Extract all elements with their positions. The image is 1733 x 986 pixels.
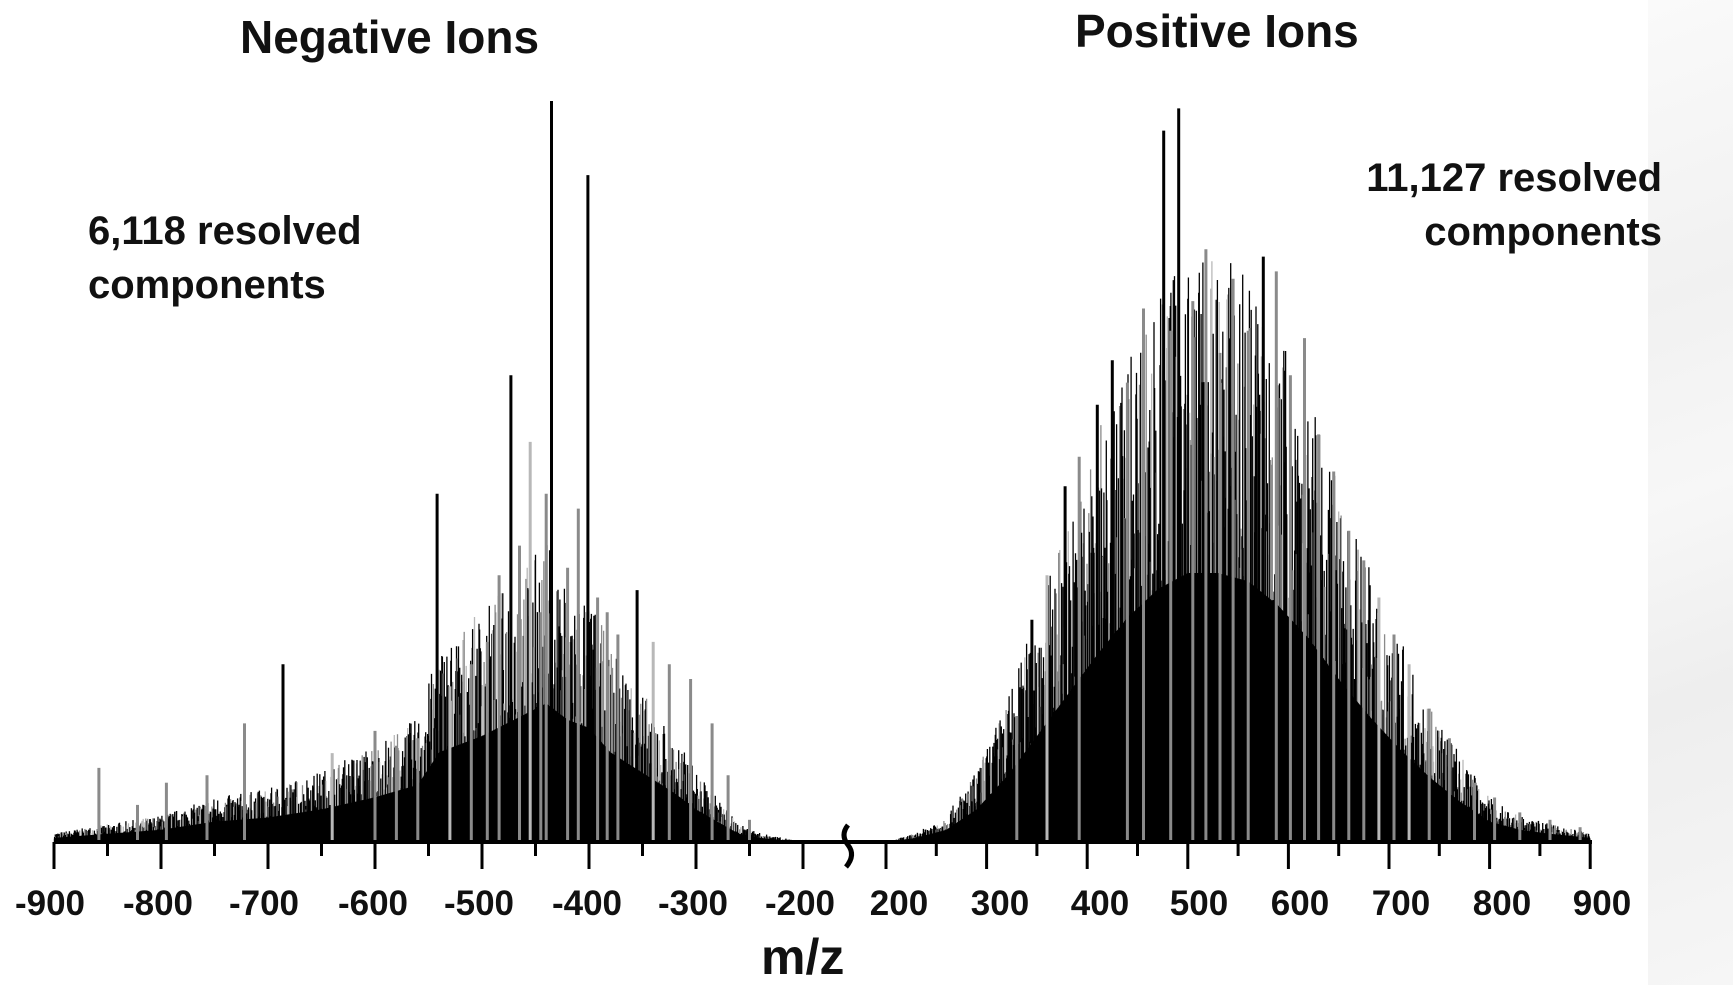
x-axis-label: m/z	[761, 929, 845, 985]
negative-annotation-line-2: components	[88, 263, 326, 307]
tick-label: 800	[1472, 884, 1532, 923]
tick-label: -400	[551, 884, 623, 923]
tick-label: 300	[970, 884, 1030, 923]
positive-annotation-line-1: 11,127 resolved	[1366, 156, 1662, 200]
positive-ions-title: Positive Ions	[1075, 5, 1359, 57]
tick-label: 200	[869, 884, 929, 923]
negative-components-annotation: 6,118 resolved components	[88, 204, 362, 312]
tick-label: 900	[1572, 884, 1632, 923]
tick-label: -200	[764, 884, 836, 923]
background-watermark	[1648, 0, 1733, 985]
positive-annotation-line-2: components	[1424, 210, 1662, 254]
spectrum-envelope-fill	[54, 703, 803, 842]
tick-label: 500	[1169, 884, 1229, 923]
tick-label: 400	[1070, 884, 1130, 923]
tick-label: -600	[337, 884, 409, 923]
x-axis	[52, 823, 1592, 869]
tick-label: -500	[443, 884, 515, 923]
negative-ions-title: Negative Ions	[240, 11, 540, 63]
negative-annotation-line-1: 6,118 resolved	[88, 209, 362, 253]
positive-components-annotation: 11,127 resolved components	[1300, 151, 1662, 259]
x-axis-ticks	[52, 842, 1592, 869]
tick-label: -900	[14, 884, 86, 923]
tick-label: -700	[228, 884, 300, 923]
positive-ion-spectrum	[885, 108, 1591, 842]
negative-ion-spectrum	[53, 101, 804, 842]
tick-label: -300	[657, 884, 729, 923]
axis-break-icon	[841, 823, 854, 869]
spectrum-envelope-fill	[886, 573, 1591, 842]
tick-label: -800	[122, 884, 194, 923]
tick-label: 700	[1371, 884, 1431, 923]
tick-label: 600	[1270, 884, 1330, 923]
